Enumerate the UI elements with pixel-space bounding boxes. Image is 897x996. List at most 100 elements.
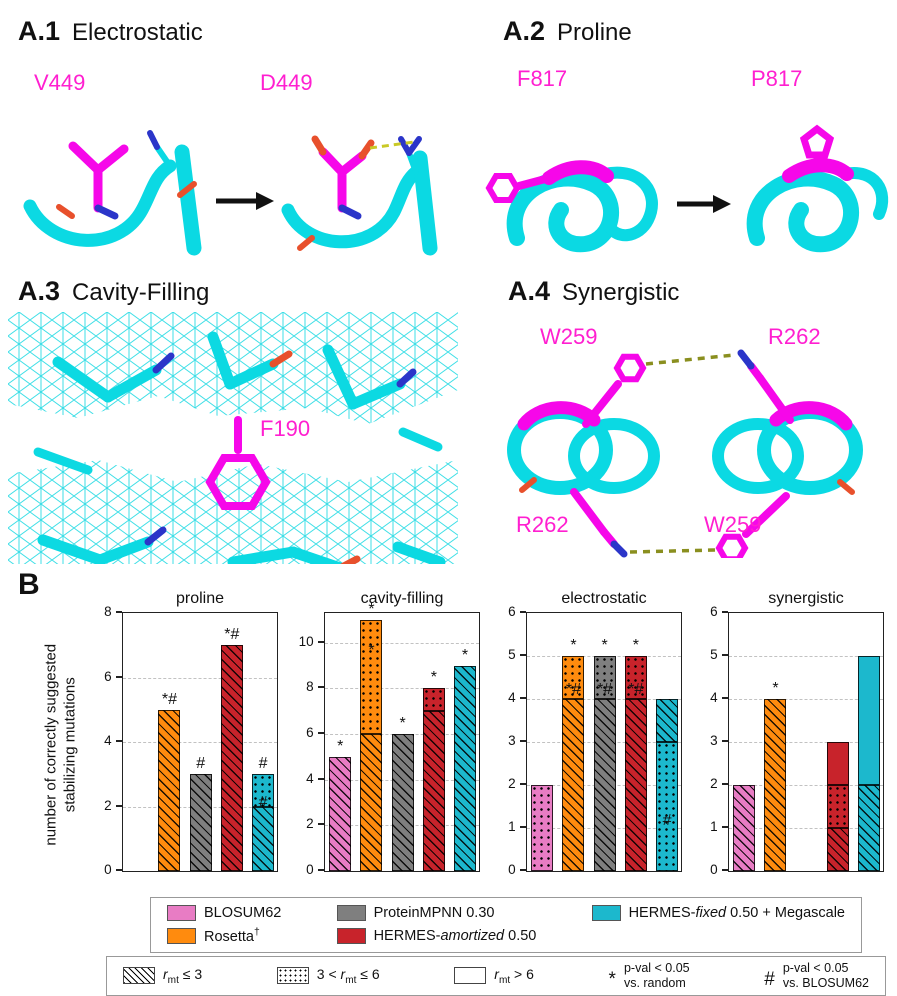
- legend-label: HERMES-fixed 0.50 + Megascale: [629, 905, 845, 921]
- y-tick-label: 8: [306, 679, 314, 695]
- significance-annotation: *: [570, 637, 577, 654]
- panel-a2-proline: A.2 Proline F817 P817: [455, 6, 890, 262]
- y-axis: 0 2 4 6 8 10: [290, 612, 324, 877]
- y-tick-mark: [721, 611, 728, 613]
- y-tick-mark: [519, 611, 526, 613]
- y-tick-label: 6: [306, 725, 314, 740]
- bar-segment-proteinmpnn-0-30: [189, 774, 212, 871]
- bar-charts-row: proline 0 2 4 6 8 *# # *# # # cavity-filling 0 2 4 6 8 10…: [88, 590, 884, 877]
- y-axis: 0 1 2 3 4 5 6: [694, 604, 728, 877]
- y-tick-mark: [519, 697, 526, 699]
- electron-density-mesh: [8, 312, 458, 564]
- y-tick-label: 1: [508, 819, 516, 834]
- series-legend: BLOSUM62 Rosetta† ProteinMPNN 0.30 HERMES-a…: [150, 897, 862, 953]
- significance-label: p-val < 0.05 vs. BLOSUM62: [783, 961, 869, 991]
- residue-label-d449: D449: [260, 70, 313, 95]
- cation-pi-dashes: [629, 353, 735, 554]
- hatch-legend-item: rmt ≤ 3: [123, 966, 202, 986]
- legend-color-swatch: [336, 927, 366, 944]
- residue-label-p817: P817: [751, 66, 803, 91]
- label-part: > 6: [510, 966, 534, 983]
- y-axis-label-line1: number of correctly suggested: [42, 643, 60, 846]
- bar-segment-proteinmpnn-0-30: [593, 699, 616, 871]
- panel-a1-electrostatic: A.1 Electrostatic: [10, 6, 445, 262]
- legend-color-swatch: [336, 905, 366, 921]
- gridline: [728, 785, 883, 786]
- bar-segment-hermes-amortized-0-50: [422, 688, 445, 712]
- molecular-render-synergistic: [507, 349, 863, 558]
- panel-a4-id: A.4: [508, 276, 551, 306]
- chart-title: proline: [175, 590, 225, 607]
- bar-segment-hermes-amortized-0-50: [826, 828, 849, 871]
- bar-segment-blosum62: [531, 785, 554, 871]
- y-tick-label: 0: [508, 862, 516, 877]
- label-part: amortized: [440, 927, 505, 944]
- y-tick-mark: [317, 686, 324, 689]
- significance-annotation: *: [430, 669, 437, 687]
- chart-title: cavity-filling: [360, 590, 444, 607]
- y-tick-mark: [115, 675, 122, 678]
- gridline: [122, 742, 277, 743]
- molecular-render-proline: [485, 124, 889, 253]
- significance-annotation: #: [258, 793, 268, 811]
- bar-segment-hermes-fixed-0-50-megascale: [252, 774, 275, 807]
- significance-label-line2: vs. random: [623, 976, 686, 990]
- label-part: †: [253, 927, 260, 938]
- backbone-cyan: [23, 144, 438, 256]
- label-part: 3 <: [316, 966, 341, 983]
- hatch-label: rmt > 6: [494, 966, 534, 986]
- phenyl-ring-sticks: [485, 173, 553, 203]
- panel-b-charts: number of correctly suggested stabilizin…: [36, 590, 890, 890]
- hatch-label: 3 < rmt ≤ 6: [317, 966, 380, 986]
- panel-a1-header: A.1 Electrostatic: [10, 6, 445, 47]
- label-part: ProteinMPNN 0.30: [373, 905, 495, 921]
- bar-segment-hermes-fixed-0-50-megascale: [858, 656, 881, 785]
- y-axis-label-line2: stabilizing mutations: [61, 677, 78, 813]
- significance-annotation: *#: [597, 680, 613, 698]
- panel-a4-title: Synergistic: [562, 279, 680, 306]
- y-tick-mark: [721, 740, 728, 742]
- panel-a1-title: Electrostatic: [72, 19, 203, 46]
- bar-segment-proteinmpnn-0-30: [593, 656, 616, 699]
- bar-segment-rosetta: [764, 699, 787, 871]
- panel-a1-id: A.1: [18, 16, 61, 46]
- gridline: [728, 828, 883, 829]
- chart-body: 0 2 4 6 8 *# # *# # #: [88, 604, 278, 877]
- bar-segment-rosetta: [562, 699, 585, 871]
- label-part: r: [494, 966, 499, 983]
- molecular-render-electrostatic: [23, 130, 438, 256]
- legend-item: Rosetta†: [167, 927, 281, 945]
- label-part: 0.50 + Megascale: [726, 905, 845, 921]
- bar-segment-hermes-amortized-0-50: [220, 645, 243, 871]
- residue-label-w259-bottom: W259: [704, 512, 762, 537]
- y-tick-label: 2: [306, 816, 314, 832]
- significance-annotation: *#: [628, 680, 644, 698]
- y-tick-label: 2: [710, 776, 718, 791]
- y-tick-mark: [317, 823, 324, 826]
- bar-segment-rosetta: [158, 709, 181, 871]
- y-tick-label: 4: [710, 690, 718, 705]
- y-tick-label: 6: [710, 604, 718, 619]
- y-tick-mark: [115, 804, 122, 807]
- gridline: [324, 688, 479, 690]
- helix-ribbon-cyan: [507, 405, 863, 495]
- y-tick-label: 0: [306, 862, 314, 877]
- y-tick-mark: [519, 783, 526, 785]
- legend-item: BLOSUM62: [167, 905, 281, 921]
- helix-ribbon-cyan: [506, 166, 889, 253]
- residue-label-f190: F190: [260, 416, 311, 441]
- bar-segment-proteinmpnn-0-30: [391, 734, 414, 871]
- significance-label-line2: vs. BLOSUM62: [782, 976, 869, 990]
- y-axis: 0 2 4 6 8: [88, 604, 122, 877]
- residue-label-v449: V449: [34, 70, 86, 95]
- y-tick-mark: [115, 869, 122, 871]
- y-tick-label: 10: [298, 633, 314, 649]
- legend-item: HERMES-fixed 0.50 + Megascale: [591, 905, 845, 921]
- hatch-swatch-diag: [123, 967, 155, 985]
- y-tick-mark: [721, 697, 728, 699]
- bar-segment-hermes-fixed-0-50-megascale: [858, 785, 881, 871]
- chart-proline: proline 0 2 4 6 8 *# # *# # #: [88, 590, 278, 877]
- hatch-legend-item: rmt > 6: [454, 966, 534, 986]
- bar-segment-rosetta: [360, 734, 383, 871]
- y-tick-label: 4: [508, 690, 516, 705]
